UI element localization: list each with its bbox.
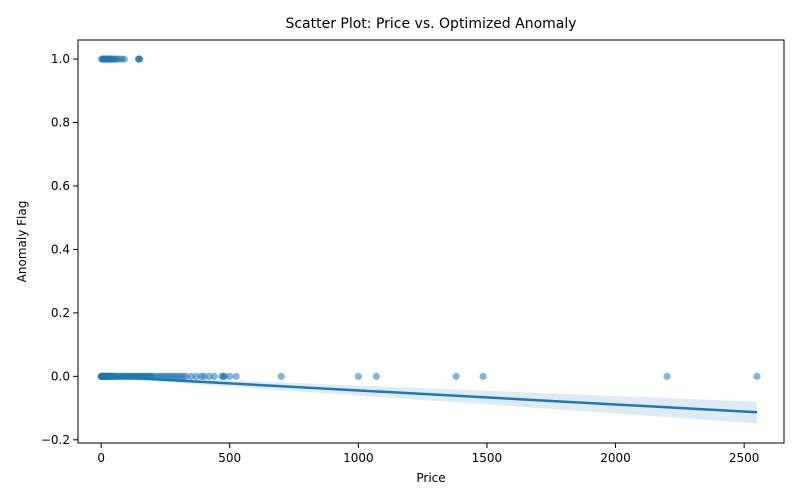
y-tick-label: 1.0 [51, 52, 70, 66]
data-point [182, 372, 190, 380]
y-axis-label: Anomaly Flag [15, 201, 29, 283]
data-point [187, 372, 195, 380]
y-tick-label: 0.8 [51, 116, 70, 130]
data-point [277, 372, 285, 380]
data-point [120, 55, 128, 63]
data-point [205, 372, 213, 380]
y-tick-label: 0.0 [51, 369, 70, 383]
data-point [200, 372, 208, 380]
data-point [192, 372, 200, 380]
x-tick-label: 1500 [472, 451, 503, 465]
plot-area [97, 55, 761, 424]
data-point [753, 372, 761, 380]
axes-frame [77, 39, 785, 444]
confidence-band [101, 375, 757, 424]
data-point [452, 372, 460, 380]
x-tick-label: 2500 [729, 451, 760, 465]
y-tick-label: 0.6 [51, 179, 70, 193]
x-tick-label: 2000 [600, 451, 631, 465]
data-point [232, 372, 240, 380]
x-tick-label: 500 [218, 451, 241, 465]
y-tick-label: 0.2 [51, 306, 70, 320]
data-point [663, 372, 671, 380]
data-point [372, 372, 380, 380]
x-axis: 0 500 1000 1500 2000 2500 [97, 443, 759, 465]
data-point [221, 372, 229, 380]
x-tick-label: 1000 [343, 451, 374, 465]
data-point [354, 372, 362, 380]
data-point [210, 372, 218, 380]
y-tick-label: 0.4 [51, 242, 70, 256]
data-point [136, 55, 144, 63]
x-tick-label: 0 [97, 451, 105, 465]
data-point [226, 372, 234, 380]
x-axis-label: Price [416, 471, 445, 485]
y-tick-label: −0.2 [41, 433, 70, 447]
regression-line [101, 375, 758, 414]
data-point [479, 372, 487, 380]
y-axis: −0.2 0.0 0.2 0.4 0.6 0.8 1.0 [41, 52, 78, 447]
chart-title: Scatter Plot: Price vs. Optimized Anomal… [285, 16, 576, 32]
